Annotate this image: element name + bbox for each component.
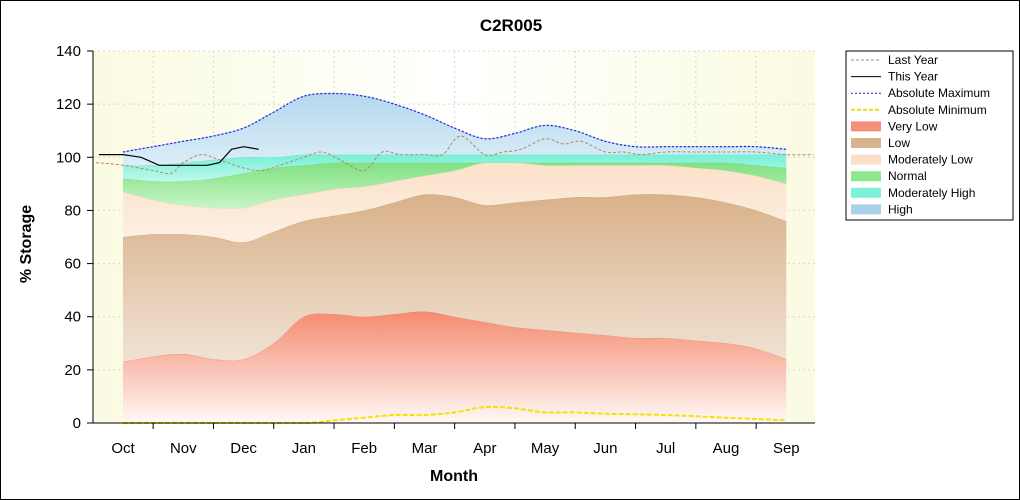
legend-swatch [851,121,881,132]
x-tick-label: Dec [230,440,257,457]
legend-label: Last Year [888,53,938,67]
y-tick-label: 120 [56,96,81,113]
y-tick-label: 60 [64,256,81,273]
x-tick-label: Aug [713,440,740,457]
x-tick-label: Feb [351,440,377,457]
band-normal [123,161,787,209]
absolute-maximum-line [122,92,787,153]
y-tick-label: 140 [56,43,81,60]
legend: Last Year This Year Absolute Maximum Absolu… [845,50,1014,221]
band-high [123,93,787,166]
legend-swatch [851,138,881,148]
legend-swatch [851,154,881,165]
legend-label: High [888,202,913,216]
y-tick-label: 100 [56,149,81,166]
band-moderately-high [123,154,787,182]
x-tick-label: Jun [593,440,617,457]
band-low [123,194,787,362]
x-tick-label: Mar [412,440,438,457]
axis-layer: 0 20 40 60 80 100 120 140 Oct Nov Dec Jan Feb Mar Apr M… [56,43,815,457]
y-tick-label: 80 [64,202,81,219]
y-axis-title: % Storage [18,205,35,283]
band-layer [122,93,787,423]
x-axis-title: Month [430,468,478,485]
y-tick-label: 0 [73,415,81,432]
legend-label: Absolute Maximum [888,86,990,100]
x-tick-label: Nov [170,440,197,457]
y-tick-label: 40 [64,309,81,326]
x-tick-label: Oct [111,440,135,457]
x-tick-label: May [531,440,560,457]
last-year-line [95,135,814,175]
band-very-low [123,311,787,423]
legend-label: Low [888,136,910,150]
y-tick-label: 20 [64,362,81,379]
legend-label: This Year [888,70,938,84]
legend-label: Very Low [888,119,938,133]
chart-title: C2R005 [480,16,542,35]
x-tick-label: Jul [656,440,675,457]
x-tick-label: Apr [473,440,496,457]
x-tick-label: Sep [773,440,800,457]
legend-label: Moderately High [888,186,975,200]
legend-swatch [851,187,881,198]
legend-label: Moderately Low [888,153,973,167]
legend-swatch [851,171,881,182]
this-year-line [98,146,259,166]
band-moderately-low [123,161,787,243]
legend-swatch [851,204,881,215]
x-tick-label: Jan [292,440,316,457]
legend-label: Normal [888,169,927,183]
legend-label: Absolute Minimum [888,103,987,117]
